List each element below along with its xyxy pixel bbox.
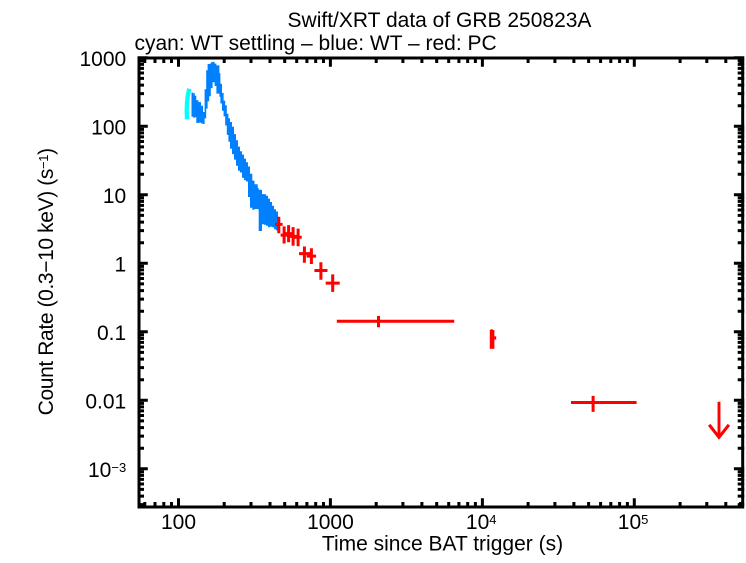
svg-text:0.1: 0.1 [97,322,126,345]
svg-text:Count Rate (0.3−10 keV) (s−1): Count Rate (0.3−10 keV) (s−1) [35,148,58,415]
svg-text:Swift/XRT data of GRB 250823A: Swift/XRT data of GRB 250823A [288,9,592,32]
svg-text:105: 105 [618,511,649,534]
svg-text:104: 104 [466,511,497,534]
svg-text:Time since BAT trigger (s): Time since BAT trigger (s) [322,532,563,555]
svg-text:1000: 1000 [79,48,126,71]
svg-text:1: 1 [115,254,127,277]
svg-text:1000: 1000 [307,511,354,534]
svg-text:100: 100 [161,511,196,534]
svg-text:cyan: WT settling – blue: WT –: cyan: WT settling – blue: WT – red: PC [135,32,497,55]
svg-text:10: 10 [103,185,126,208]
svg-text:0.01: 0.01 [85,391,126,414]
svg-text:100: 100 [91,117,126,140]
